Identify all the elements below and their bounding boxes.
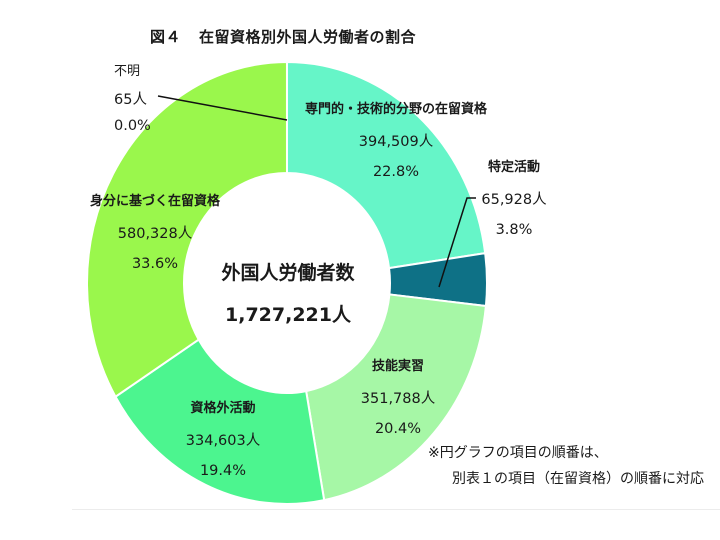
label-name: 資格外活動: [190, 401, 256, 416]
footnote-line-1: ※円グラフの項目の順番は、: [428, 445, 608, 461]
leader-line-unknown: [157, 95, 288, 121]
title-text: 在留資格別外国人労働者の割合: [199, 28, 417, 46]
center-label: 外国人労働者数: [221, 262, 355, 284]
label-value: 65,928人: [481, 192, 547, 208]
label-value: 351,788人: [360, 391, 436, 407]
slice-status-based: [86, 60, 288, 399]
label-value: 580,328人: [117, 226, 193, 242]
slice-trainee: [304, 293, 488, 502]
label-value: 394,509人: [358, 134, 434, 150]
footnote-line-2: 別表１の項目（在留資格）の順番に対応: [452, 471, 704, 487]
slice-outside-activity: [114, 338, 326, 505]
leader-line-designated: [438, 197, 476, 288]
label-outside-activity: 資格外活動 334,603人 19.4%: [163, 397, 283, 479]
label-name: 専門的・技術的分野の在留資格: [304, 102, 487, 117]
label-percent: 22.8%: [372, 164, 420, 180]
label-percent: 33.6%: [131, 256, 179, 272]
label-trainee: 技能実習 351,788人 20.4%: [338, 355, 458, 437]
label-value: 334,603人: [185, 433, 261, 449]
label-designated: 特定活動 65,928人 3.8%: [464, 156, 564, 238]
label-professional: 専門的・技術的分野の在留資格 394,509人 22.8%: [266, 98, 526, 180]
label-name: 技能実習: [371, 359, 424, 374]
slice-professional: [286, 60, 487, 270]
center-total: 1,727,221人: [225, 304, 351, 326]
label-name: 特定活動: [487, 160, 540, 175]
label-percent: 19.4%: [199, 463, 247, 479]
label-name: 不明: [114, 64, 141, 79]
label-unknown: 不明 65人 0.0%: [114, 60, 158, 134]
chart-title: 図４ 在留資格別外国人労働者の割合: [150, 26, 416, 47]
label-status-based: 身分に基づく在留資格 580,328人 33.6%: [80, 190, 230, 272]
label-percent: 20.4%: [374, 421, 422, 437]
label-value: 65人: [114, 92, 147, 108]
label-percent: 0.0%: [114, 118, 151, 134]
figure-number: 図４: [150, 28, 182, 46]
label-name: 身分に基づく在留資格: [89, 194, 220, 209]
bottom-divider: [72, 509, 720, 510]
footnote: ※円グラフの項目の順番は、 別表１の項目（在留資格）の順番に対応: [428, 440, 704, 492]
label-percent: 3.8%: [495, 222, 533, 238]
